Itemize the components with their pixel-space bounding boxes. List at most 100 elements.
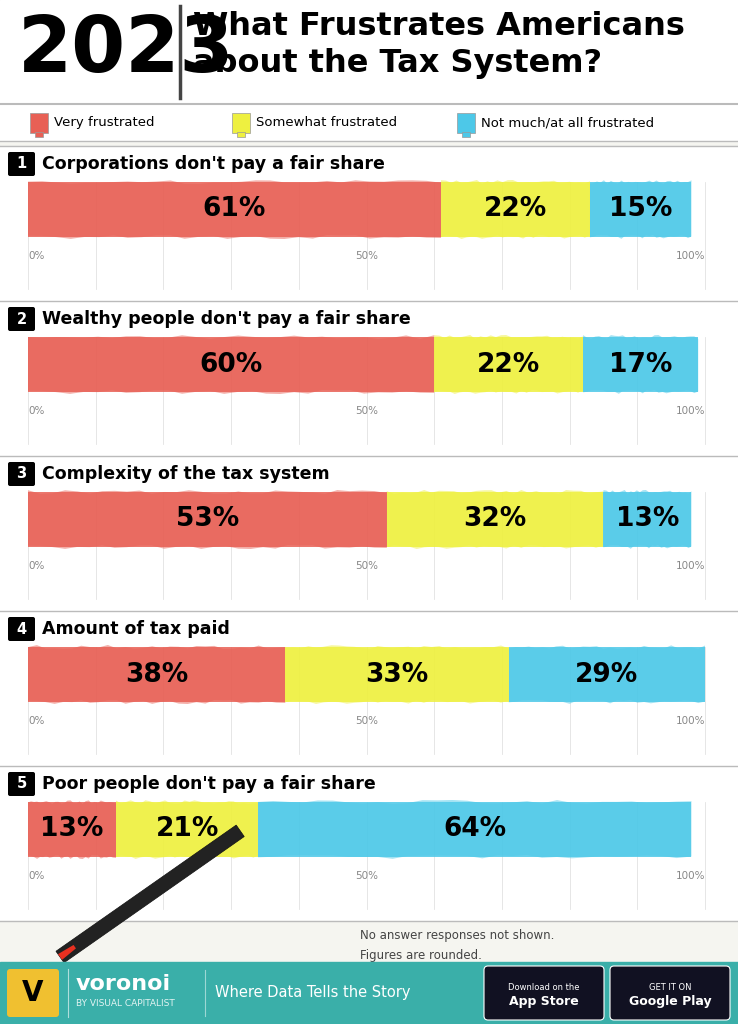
Text: 60%: 60% xyxy=(199,351,263,378)
Text: 38%: 38% xyxy=(125,662,188,687)
Bar xyxy=(232,113,250,132)
FancyBboxPatch shape xyxy=(8,462,35,486)
Text: 0%: 0% xyxy=(28,871,44,881)
Text: 61%: 61% xyxy=(203,197,266,222)
Bar xyxy=(258,802,692,857)
Text: 100%: 100% xyxy=(675,561,705,571)
Bar xyxy=(28,337,434,392)
Text: 3: 3 xyxy=(16,467,27,481)
Polygon shape xyxy=(28,335,434,394)
Text: BY VISUAL CAPITALIST: BY VISUAL CAPITALIST xyxy=(76,999,175,1009)
Text: 50%: 50% xyxy=(355,716,378,726)
Text: Amount of tax paid: Amount of tax paid xyxy=(42,620,230,638)
Text: 2: 2 xyxy=(16,311,27,327)
Text: 0%: 0% xyxy=(28,406,44,416)
Text: 21%: 21% xyxy=(156,816,218,843)
Text: Not much/at all frustrated: Not much/at all frustrated xyxy=(481,116,654,129)
Bar xyxy=(35,131,43,136)
Polygon shape xyxy=(28,490,387,549)
Text: 15%: 15% xyxy=(609,197,672,222)
Polygon shape xyxy=(604,490,692,549)
Polygon shape xyxy=(28,180,441,239)
Text: 50%: 50% xyxy=(355,871,378,881)
Text: 2023: 2023 xyxy=(18,12,235,88)
Bar xyxy=(237,131,245,136)
Bar xyxy=(590,182,692,237)
Text: 50%: 50% xyxy=(355,406,378,416)
Text: 0%: 0% xyxy=(28,251,44,261)
Text: 53%: 53% xyxy=(176,507,239,532)
Text: Very frustrated: Very frustrated xyxy=(54,116,154,129)
Text: 50%: 50% xyxy=(355,561,378,571)
Bar xyxy=(0,611,738,766)
Text: Google Play: Google Play xyxy=(629,995,711,1009)
Text: 50%: 50% xyxy=(355,251,378,261)
Polygon shape xyxy=(286,645,508,703)
Bar xyxy=(434,337,583,392)
Text: Download on the: Download on the xyxy=(508,982,580,991)
Polygon shape xyxy=(583,335,698,394)
Bar xyxy=(28,492,387,547)
Text: 100%: 100% xyxy=(675,716,705,726)
Text: 64%: 64% xyxy=(444,816,506,843)
Text: Wealthy people don't pay a fair share: Wealthy people don't pay a fair share xyxy=(42,310,411,328)
FancyBboxPatch shape xyxy=(8,772,35,796)
Text: 100%: 100% xyxy=(675,406,705,416)
FancyBboxPatch shape xyxy=(7,969,59,1017)
Bar xyxy=(0,962,738,1024)
FancyBboxPatch shape xyxy=(8,152,35,176)
Polygon shape xyxy=(116,801,258,859)
Bar xyxy=(286,647,508,702)
Bar xyxy=(30,113,48,132)
Text: GET IT ON: GET IT ON xyxy=(649,982,692,991)
Text: 22%: 22% xyxy=(477,351,540,378)
Text: App Store: App Store xyxy=(509,995,579,1009)
Text: 32%: 32% xyxy=(463,507,527,532)
Text: Complexity of the tax system: Complexity of the tax system xyxy=(42,465,330,483)
Text: 5: 5 xyxy=(16,776,27,792)
Text: voronoi: voronoi xyxy=(76,974,171,994)
Bar xyxy=(0,146,738,301)
Bar xyxy=(0,104,738,141)
Polygon shape xyxy=(441,180,590,239)
Polygon shape xyxy=(56,825,244,963)
Text: 100%: 100% xyxy=(675,251,705,261)
Text: Poor people don't pay a fair share: Poor people don't pay a fair share xyxy=(42,775,376,793)
Text: 22%: 22% xyxy=(484,197,547,222)
Polygon shape xyxy=(28,801,116,859)
Bar xyxy=(28,802,116,857)
Polygon shape xyxy=(28,645,286,703)
Text: 4: 4 xyxy=(16,622,27,637)
Bar xyxy=(0,921,738,962)
Text: 13%: 13% xyxy=(615,507,679,532)
Bar xyxy=(0,301,738,456)
Polygon shape xyxy=(258,800,692,859)
Bar xyxy=(604,492,692,547)
Bar xyxy=(0,766,738,921)
Text: What Frustrates Americans
about the Tax System?: What Frustrates Americans about the Tax … xyxy=(193,11,685,79)
Bar xyxy=(0,456,738,611)
Text: 0%: 0% xyxy=(28,716,44,726)
Text: 33%: 33% xyxy=(365,662,429,687)
Bar xyxy=(441,182,590,237)
Text: Where Data Tells the Story: Where Data Tells the Story xyxy=(215,985,410,1000)
Text: V: V xyxy=(22,979,44,1007)
FancyBboxPatch shape xyxy=(484,966,604,1020)
Bar xyxy=(387,492,604,547)
Text: 29%: 29% xyxy=(575,662,638,687)
Text: 100%: 100% xyxy=(675,871,705,881)
Bar xyxy=(462,131,470,136)
Bar xyxy=(508,647,705,702)
Polygon shape xyxy=(58,945,76,959)
Bar xyxy=(0,0,738,104)
Polygon shape xyxy=(387,490,604,549)
Bar xyxy=(116,802,258,857)
Text: 1: 1 xyxy=(16,157,27,171)
Text: 17%: 17% xyxy=(609,351,672,378)
Text: Corporations don't pay a fair share: Corporations don't pay a fair share xyxy=(42,155,385,173)
Bar xyxy=(583,337,698,392)
Text: Somewhat frustrated: Somewhat frustrated xyxy=(256,116,397,129)
Bar xyxy=(457,113,475,132)
Polygon shape xyxy=(434,335,583,394)
Text: 13%: 13% xyxy=(41,816,104,843)
